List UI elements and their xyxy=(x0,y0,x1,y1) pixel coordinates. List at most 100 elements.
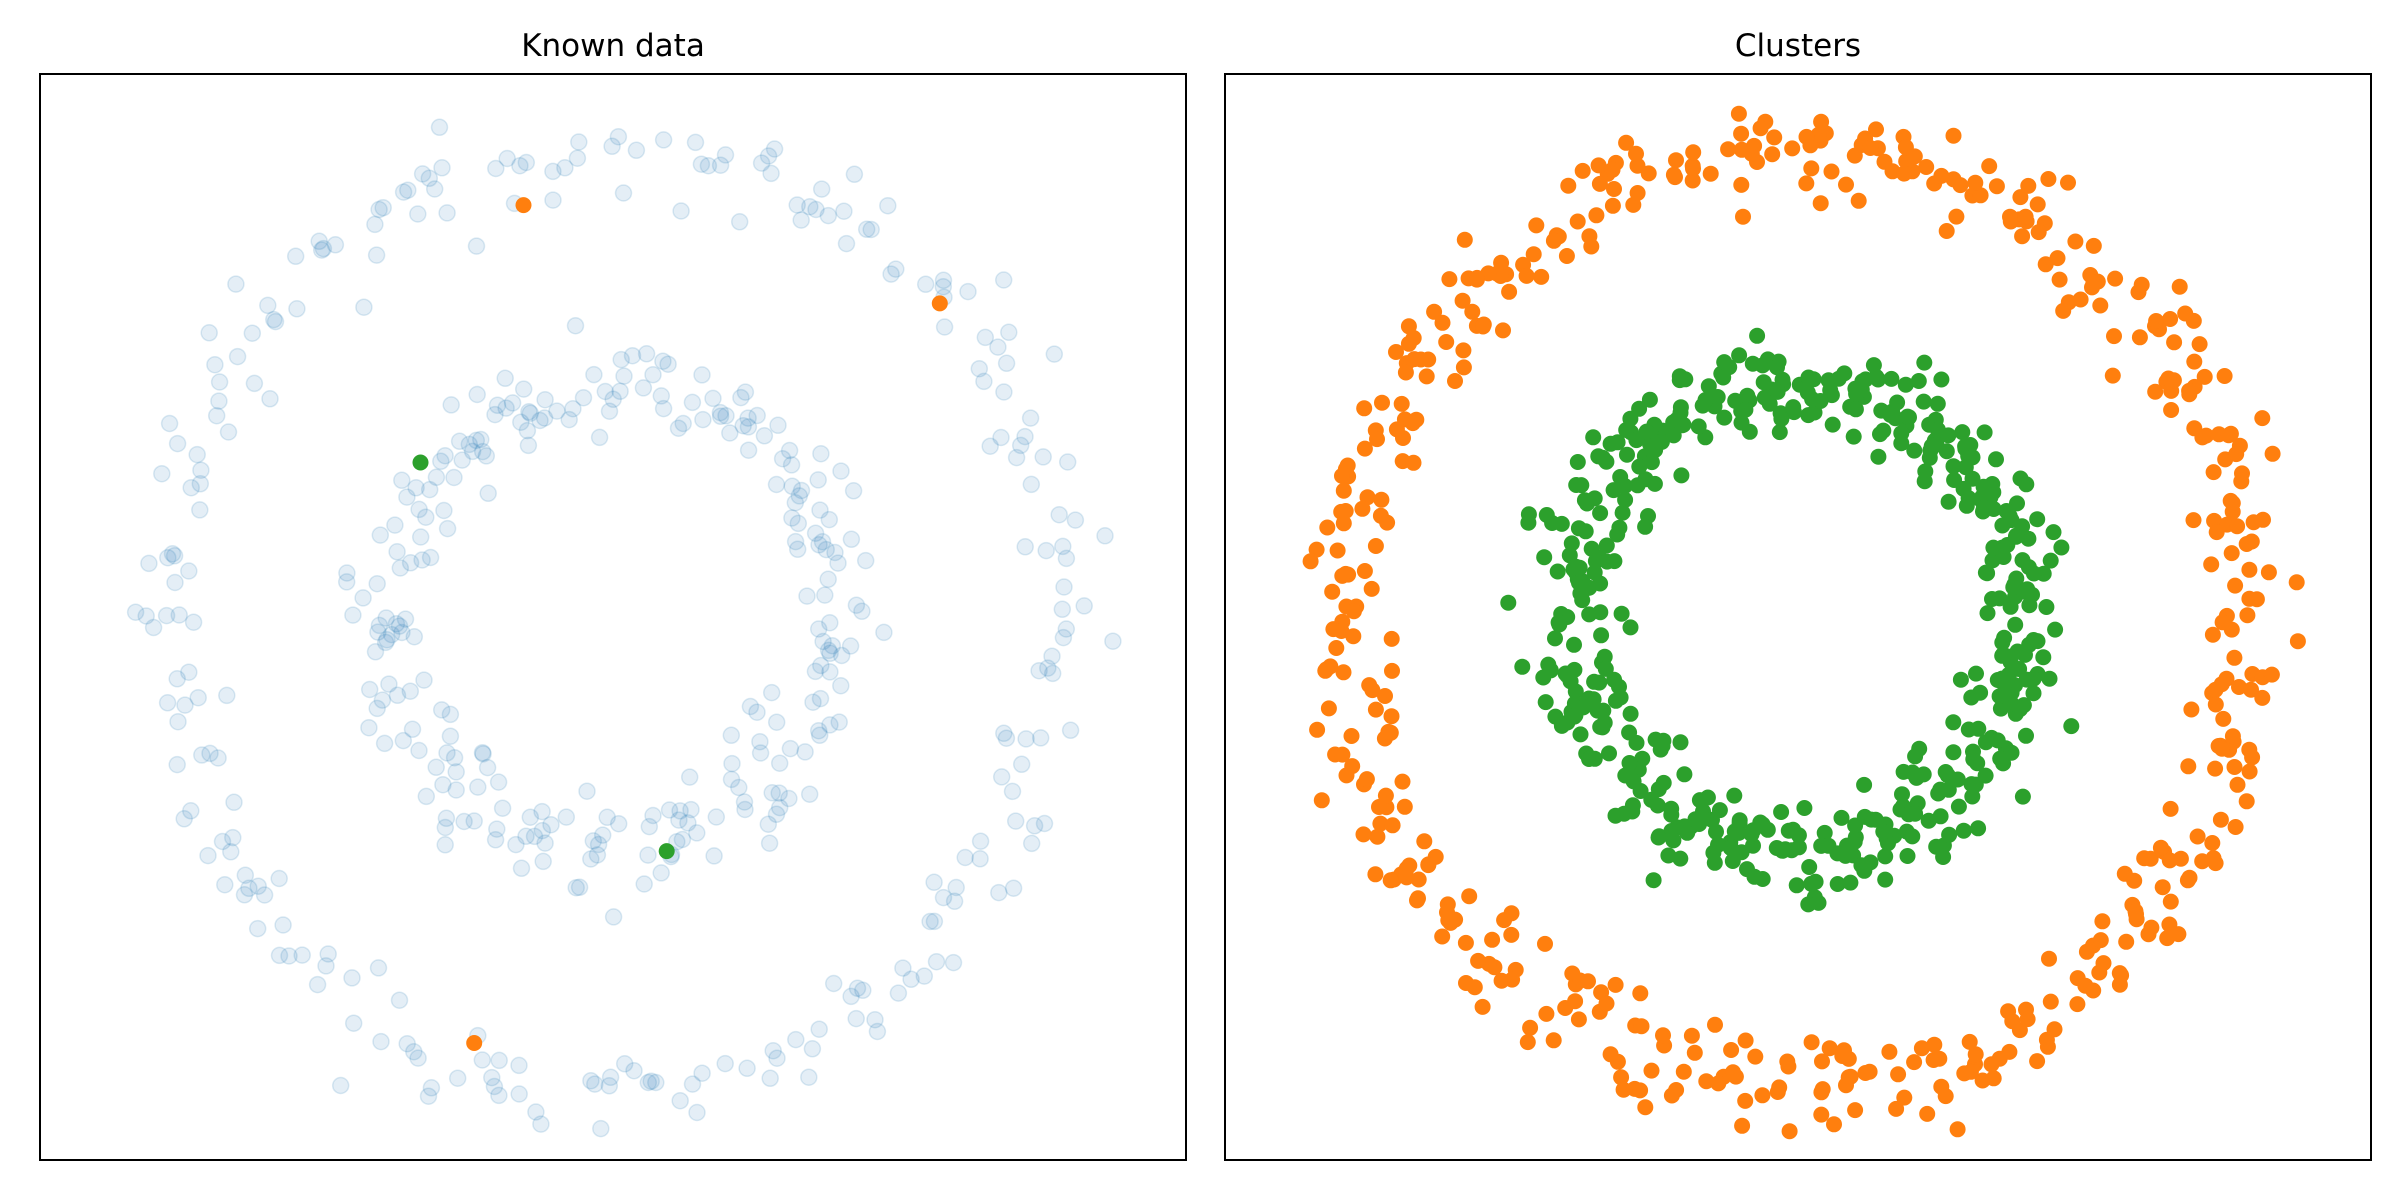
unlabeled-samples-point xyxy=(488,820,506,838)
unlabeled-samples-point xyxy=(736,383,755,401)
outer-cluster-point xyxy=(2046,1021,2063,1038)
unlabeled-samples-point xyxy=(326,236,345,254)
outer-cluster-point xyxy=(2162,800,2179,817)
unlabeled-samples-point xyxy=(235,886,254,904)
inner-cluster-point xyxy=(1771,424,1788,441)
inner-cluster-point xyxy=(1690,418,1707,435)
inner-cluster-point xyxy=(2053,539,2070,556)
unlabeled-samples-point xyxy=(1054,628,1073,647)
outer-cluster-point xyxy=(1684,172,1701,189)
outer-cluster-point xyxy=(2229,776,2246,793)
unlabeled-samples-point xyxy=(261,390,279,408)
outer-cluster-point xyxy=(1313,792,1330,809)
unlabeled-samples-point xyxy=(372,1032,390,1051)
unlabeled-samples-point xyxy=(809,471,827,489)
inner-cluster-point xyxy=(1899,408,1916,425)
unlabeled-samples-point xyxy=(455,812,473,831)
unlabeled-samples-point xyxy=(934,271,953,290)
inner-cluster-point xyxy=(1790,827,1807,844)
unlabeled-samples-point xyxy=(925,873,943,892)
unlabeled-samples-point xyxy=(975,372,993,391)
inner-cluster-point xyxy=(1775,842,1792,859)
unlabeled-samples-point xyxy=(249,877,267,895)
unlabeled-samples-point xyxy=(532,1115,550,1133)
unlabeled-samples-point xyxy=(410,500,428,519)
inner-cluster-point xyxy=(1865,357,1882,374)
unlabeled-samples-point xyxy=(1016,538,1034,556)
unlabeled-samples-point xyxy=(467,431,486,450)
outer-cluster-point xyxy=(2239,607,2256,624)
unlabeled-samples-point xyxy=(1022,834,1041,853)
unlabeled-samples-point xyxy=(534,852,552,871)
inner-cluster-point xyxy=(1730,824,1747,841)
unlabeled-samples-point xyxy=(762,683,781,702)
unlabeled-samples-point xyxy=(829,554,847,572)
unlabeled-samples-point xyxy=(832,646,851,665)
inner-cluster-point xyxy=(1965,751,1982,768)
inner-cluster-point xyxy=(2003,695,2020,712)
unlabeled-samples-point xyxy=(837,234,856,253)
inner-cluster-point xyxy=(1628,734,1645,751)
unlabeled-samples-point xyxy=(567,878,585,897)
inner-cluster-point xyxy=(1842,874,1859,891)
unlabeled-samples-point xyxy=(243,324,262,342)
unlabeled-samples-point xyxy=(386,516,404,534)
unlabeled-samples-point xyxy=(184,613,203,631)
unlabeled-samples-point xyxy=(570,133,588,151)
inner-cluster-point xyxy=(2047,621,2064,638)
unlabeled-samples-point xyxy=(493,799,512,817)
unlabeled-samples-point xyxy=(544,162,562,181)
inner-cluster-point xyxy=(1585,429,1602,446)
unlabeled-samples-point xyxy=(811,501,829,519)
unlabeled-samples-point xyxy=(398,488,416,506)
outer-cluster-point xyxy=(1318,661,1335,678)
inner-cluster-point xyxy=(1705,844,1722,861)
outer-cluster-point xyxy=(1747,1048,1764,1065)
unlabeled-samples-point xyxy=(722,726,741,745)
inner-cluster-point xyxy=(1571,574,1587,591)
inner-cluster-point xyxy=(1968,665,1984,682)
outer-cluster-point xyxy=(2226,649,2243,666)
unlabeled-samples-point xyxy=(511,156,529,175)
known-outer-ring-point xyxy=(515,197,532,214)
unlabeled-samples-point xyxy=(467,237,486,255)
unlabeled-samples-point xyxy=(420,169,439,188)
inner-cluster-point xyxy=(1790,839,1807,856)
unlabeled-samples-point xyxy=(1006,812,1025,830)
unlabeled-samples-point xyxy=(590,428,609,447)
outer-cluster-point xyxy=(1606,181,1622,197)
unlabeled-samples-point xyxy=(398,1034,416,1053)
unlabeled-samples-point xyxy=(514,380,533,398)
unlabeled-samples-point xyxy=(1045,345,1064,363)
unlabeled-samples-point xyxy=(200,324,218,342)
outer-cluster-point xyxy=(2094,913,2111,930)
unlabeled-samples-point xyxy=(688,824,706,842)
outer-cluster-point xyxy=(2152,839,2169,856)
unlabeled-samples-point xyxy=(189,688,207,707)
unlabeled-samples-point xyxy=(995,383,1013,401)
unlabeled-samples-point xyxy=(821,644,839,663)
outer-cluster-point xyxy=(1377,688,1393,704)
unlabeled-samples-point xyxy=(487,159,505,178)
unlabeled-samples-point xyxy=(782,456,801,474)
inner-cluster-point xyxy=(1897,376,1914,393)
unlabeled-samples-point xyxy=(925,912,944,931)
outer-cluster-point xyxy=(1945,171,1962,188)
unlabeled-samples-point xyxy=(225,793,243,812)
unlabeled-samples-point xyxy=(770,784,788,802)
outer-cluster-point xyxy=(2154,879,2171,896)
unlabeled-samples-point xyxy=(609,814,628,833)
outer-cluster-point xyxy=(1876,153,1893,170)
outer-cluster-point xyxy=(1404,415,1421,432)
outer-cluster-point xyxy=(1409,892,1425,909)
unlabeled-samples-point xyxy=(1004,879,1023,897)
outer-cluster-point xyxy=(1356,563,1373,579)
outer-cluster-point xyxy=(1354,500,1371,517)
outer-cluster-point xyxy=(1570,1011,1587,1028)
unlabeled-samples-point xyxy=(438,744,456,762)
unlabeled-samples-point xyxy=(240,879,258,898)
unlabeled-samples-point xyxy=(853,602,871,621)
unlabeled-samples-point xyxy=(693,366,711,384)
unlabeled-samples-point xyxy=(582,850,600,868)
unlabeled-samples-point xyxy=(432,452,450,471)
